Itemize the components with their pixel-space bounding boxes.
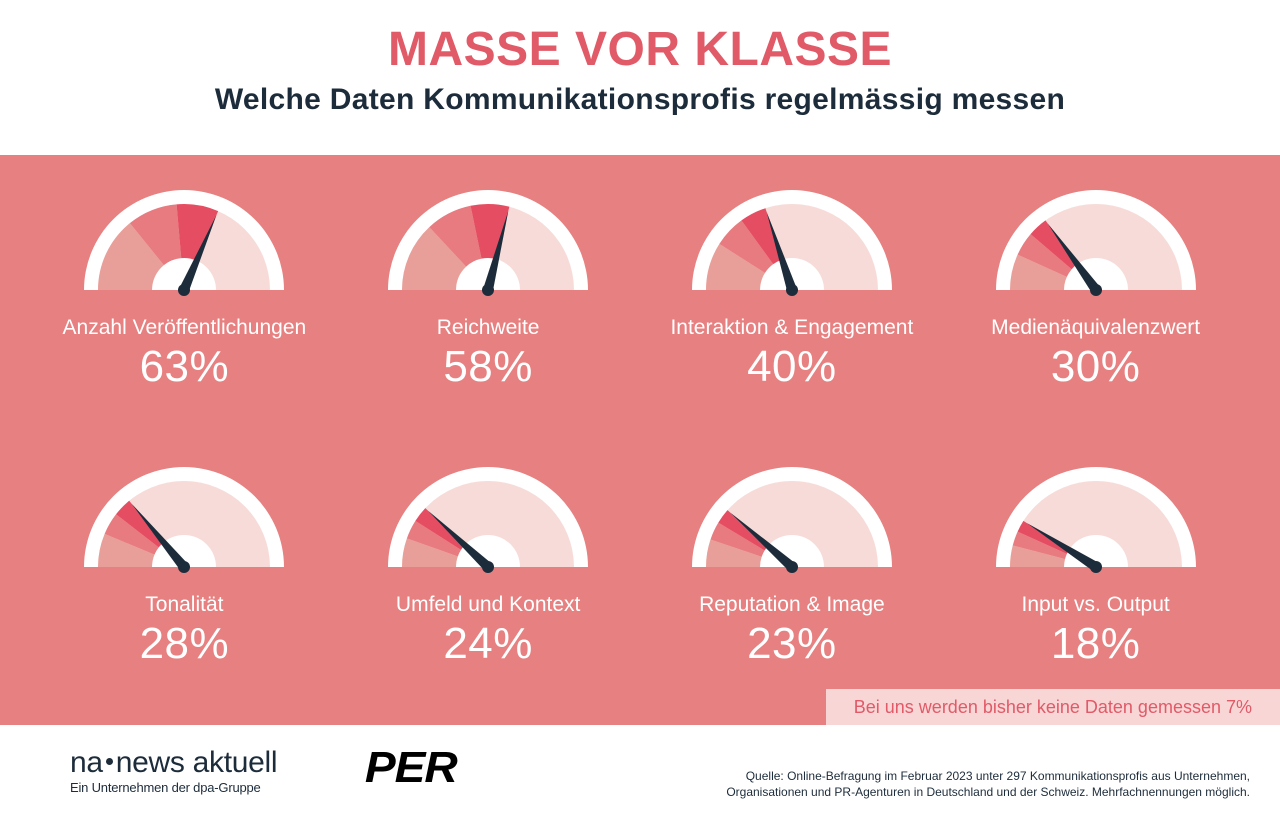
gauge-icon [74, 180, 294, 300]
gauge-cell: Anzahl Veröffentlichungen63% [55, 180, 314, 439]
note-bar: Bei uns werden bisher keine Daten gemess… [826, 689, 1280, 725]
gauge-icon [74, 457, 294, 577]
metric-label: Tonalität [145, 593, 223, 617]
logo-na-main: na news aktuell [70, 746, 277, 780]
metric-label: Interaktion & Engagement [670, 316, 913, 340]
logo-news-aktuell: na news aktuell Ein Unternehmen der dpa-G… [70, 746, 277, 795]
source-text: Quelle: Online-Befragung im Februar 2023… [690, 740, 1250, 800]
metric-value: 30% [1051, 342, 1141, 392]
metric-value: 18% [1051, 619, 1141, 669]
gauge-icon [378, 180, 598, 300]
gauge-grid: Anzahl Veröffentlichungen63%Reichweite58… [55, 180, 1225, 715]
logo-na-prefix: na [70, 746, 103, 779]
logo-na-sub: Ein Unternehmen der dpa-Gruppe [70, 780, 277, 795]
metric-label: Umfeld und Kontext [396, 593, 580, 617]
metric-value: 63% [140, 342, 230, 392]
gauge-cell: Reputation & Image23% [663, 457, 922, 716]
metric-label: Anzahl Veröffentlichungen [63, 316, 307, 340]
gauge-panel: Anzahl Veröffentlichungen63%Reichweite58… [0, 155, 1280, 725]
gauge-cell: Interaktion & Engagement40% [663, 180, 922, 439]
gauge-icon [378, 457, 598, 577]
gauge-cell: Reichweite58% [359, 180, 618, 439]
gauge-cell: Medienäquivalenzwert30% [966, 180, 1225, 439]
gauge-icon [986, 457, 1206, 577]
logos: na news aktuell Ein Unternehmen der dpa-G… [70, 740, 455, 795]
logo-per: PER [365, 746, 457, 790]
headline: MASSE VOR KLASSE [0, 0, 1280, 77]
metric-value: 58% [443, 342, 533, 392]
metric-value: 24% [443, 619, 533, 669]
gauge-cell: Input vs. Output18% [966, 457, 1225, 716]
metric-value: 28% [140, 619, 230, 669]
dot-icon [106, 758, 113, 765]
metric-value: 23% [747, 619, 837, 669]
gauge-icon [682, 457, 902, 577]
metric-label: Reputation & Image [699, 593, 885, 617]
gauge-icon [986, 180, 1206, 300]
metric-label: Input vs. Output [1021, 593, 1169, 617]
logo-na-name: news aktuell [116, 746, 278, 779]
metric-label: Medienäquivalenzwert [991, 316, 1200, 340]
gauge-cell: Tonalität28% [55, 457, 314, 716]
infographic-canvas: MASSE VOR KLASSE Welche Daten Kommunikat… [0, 0, 1280, 837]
gauge-icon [682, 180, 902, 300]
subheadline: Welche Daten Kommunikationsprofis regelm… [0, 83, 1280, 117]
metric-value: 40% [747, 342, 837, 392]
gauge-cell: Umfeld und Kontext24% [359, 457, 618, 716]
metric-label: Reichweite [437, 316, 540, 340]
footer: na news aktuell Ein Unternehmen der dpa-G… [0, 728, 1280, 838]
